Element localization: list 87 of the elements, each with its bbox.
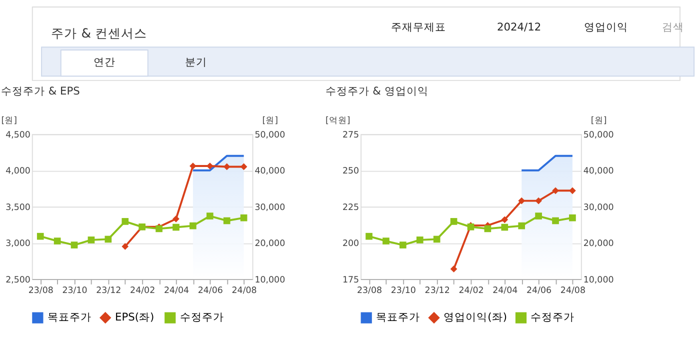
point <box>569 214 576 222</box>
chart-title: 수정주가 & EPS <box>0 84 80 98</box>
x-tick-label: 24/08 <box>560 286 586 296</box>
point <box>172 216 180 222</box>
x-tick-label: 24/06 <box>198 286 223 296</box>
y-tick-label: 3,000 <box>6 239 30 250</box>
point <box>104 236 112 243</box>
x-tick-label: 23/10 <box>62 286 88 296</box>
x-tick-label: 24/06 <box>526 286 552 296</box>
point <box>172 224 180 231</box>
y2-tick-label: 50,000 <box>254 130 286 140</box>
y-tick-label: 2,500 <box>6 275 30 286</box>
y-tick-label: 200 <box>342 239 360 250</box>
text: 검색 <box>662 20 684 34</box>
legend-label: 영업이익(좌) <box>444 310 507 324</box>
legend-label: EPS(좌) <box>115 310 154 324</box>
point <box>450 266 458 272</box>
y-tick-label: 175 <box>342 275 360 286</box>
y-tick-label: 3,500 <box>6 202 30 213</box>
point <box>484 225 492 232</box>
x-tick-label: 23/08 <box>28 286 54 296</box>
y-tick-label: 250 <box>342 166 360 177</box>
text: 분기 <box>185 55 208 68</box>
point <box>400 242 406 248</box>
x-tick-label: 24/08 <box>232 286 257 296</box>
text: 영업이익 <box>584 20 628 34</box>
point <box>206 212 214 220</box>
point <box>240 214 248 222</box>
chart-title: 수정주가 & 영업이익 <box>325 84 428 98</box>
legend-label: 목표주가 <box>376 310 420 324</box>
point <box>450 218 458 225</box>
y2-tick-label: 20,000 <box>583 239 614 250</box>
x-tick-label: 24/04 <box>164 286 190 296</box>
point <box>190 162 196 170</box>
y2-axis-title: [원] <box>590 116 607 126</box>
point <box>190 222 196 230</box>
point <box>70 242 78 248</box>
x-tick-label: 24/02 <box>130 286 156 296</box>
point <box>501 224 508 231</box>
point <box>122 243 129 250</box>
x-tick-label: 23/08 <box>356 286 382 296</box>
y2-tick-label: 50,000 <box>583 130 614 140</box>
point <box>54 238 61 244</box>
point <box>501 216 508 224</box>
point <box>122 218 129 225</box>
y-axis-title: [원] <box>1 116 18 126</box>
x-tick-label: 23/12 <box>424 286 450 296</box>
point <box>518 197 526 204</box>
point <box>535 212 542 220</box>
point <box>223 163 230 170</box>
point <box>240 163 248 170</box>
x-tick-label: 24/02 <box>458 286 484 296</box>
legend-label: 수정주가 <box>530 310 575 324</box>
point <box>366 232 372 240</box>
y2-tick-label: 40,000 <box>583 166 614 177</box>
point <box>88 236 95 244</box>
point <box>36 232 44 240</box>
y2-axis-title: [원] <box>262 116 278 126</box>
point <box>518 222 526 230</box>
point <box>223 217 230 224</box>
y-axis-title: [억원] <box>325 116 350 126</box>
legend-label: 목표주가 <box>47 310 92 324</box>
x-tick-label: 24/04 <box>492 286 518 296</box>
y-tick-label: 4,500 <box>6 130 30 140</box>
legend-label: 수정주가 <box>180 310 224 324</box>
y2-tick-label: 30,000 <box>254 202 286 213</box>
x-tick-label: 23/10 <box>390 286 416 296</box>
text: 주가 & 컨센서스 <box>51 25 147 40</box>
y2-tick-label: 20,000 <box>254 239 286 250</box>
point <box>552 217 559 224</box>
text: 2024/12 <box>497 20 542 34</box>
y2-tick-label: 10,000 <box>254 275 286 286</box>
y-tick-label: 4,000 <box>6 166 30 177</box>
y2-tick-label: 30,000 <box>583 202 614 213</box>
y2-tick-label: 40,000 <box>254 166 286 177</box>
y-tick-label: 225 <box>342 202 360 213</box>
point <box>382 238 390 244</box>
text: 주재무제표 <box>391 20 446 34</box>
point <box>433 236 440 243</box>
x-tick-label: 23/12 <box>96 286 122 296</box>
point <box>535 197 542 204</box>
point <box>569 187 576 194</box>
y2-tick-label: 10,000 <box>583 275 614 286</box>
point <box>416 236 424 244</box>
text: 연간 <box>93 55 116 68</box>
point <box>552 187 559 194</box>
y-tick-label: 275 <box>342 130 360 140</box>
